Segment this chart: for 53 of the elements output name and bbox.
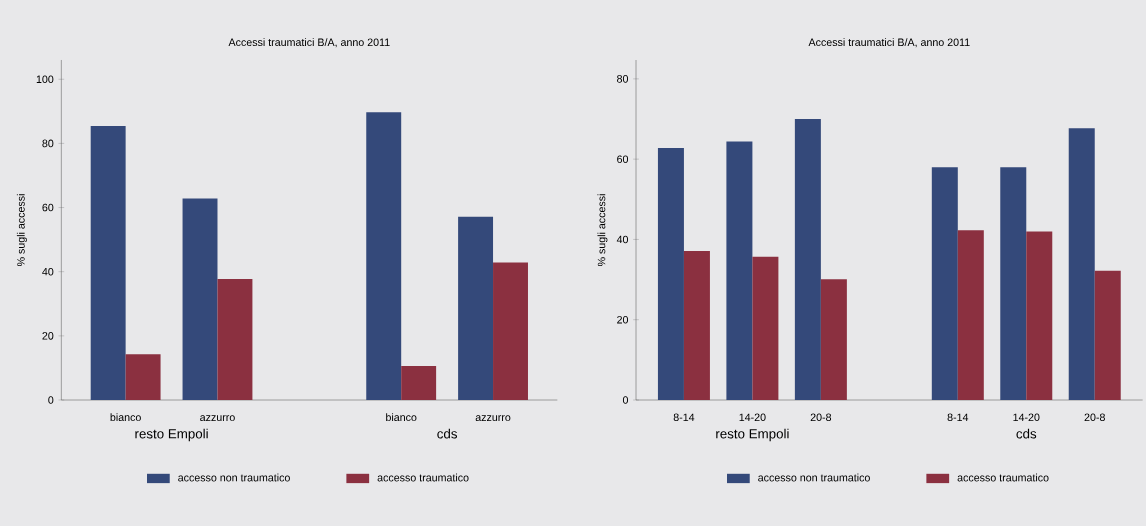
x-tick-label: 8-14 xyxy=(673,413,695,422)
x-tick-label: 20-8 xyxy=(1084,413,1105,422)
x-tick-label: 14-20 xyxy=(1013,413,1040,422)
bar xyxy=(458,216,494,400)
bar xyxy=(1094,270,1121,400)
x-tick-label: azzurro xyxy=(475,415,511,422)
y-tick-label: 60 xyxy=(42,203,54,212)
bar xyxy=(125,354,161,400)
bar xyxy=(1068,128,1095,400)
bar xyxy=(493,262,528,400)
y-tick-label: 40 xyxy=(42,267,54,276)
y-axis-title: % sugli accessi xyxy=(597,194,608,267)
bar xyxy=(794,119,821,400)
bar xyxy=(366,112,402,400)
bar xyxy=(1000,167,1027,400)
bar xyxy=(217,279,253,400)
y-tick-label: 20 xyxy=(617,315,629,324)
bar xyxy=(182,198,218,400)
bar xyxy=(726,141,753,400)
y-tick-label: 0 xyxy=(48,396,54,404)
y-tick-label: 100 xyxy=(36,75,54,84)
legend-label: accesso non traumatico xyxy=(178,473,290,482)
y-tick-label: 40 xyxy=(616,235,629,244)
y-tick-label: 80 xyxy=(617,75,629,83)
bar xyxy=(820,279,847,400)
bar xyxy=(752,256,779,400)
text: resto Empoli xyxy=(716,428,789,442)
text: cds xyxy=(437,428,458,439)
bar xyxy=(683,251,710,400)
legend-label: accesso traumatico xyxy=(957,473,1049,482)
text: cds xyxy=(1016,428,1037,439)
bar xyxy=(401,366,437,400)
x-tick-label: azzurro xyxy=(200,415,235,422)
bar xyxy=(931,167,958,400)
bar xyxy=(957,230,984,400)
chart-title: Accessi traumatici B/A, anno 2011 xyxy=(228,38,390,48)
bar xyxy=(1026,231,1053,400)
x-tick-label: 20-8 xyxy=(810,413,832,422)
x-tick-label: bianco xyxy=(110,413,141,422)
legend-label: accesso non traumatico xyxy=(758,473,870,482)
bar xyxy=(90,126,126,400)
x-tick-label: 14-20 xyxy=(739,413,766,422)
legend-label: accesso traumatico xyxy=(377,473,469,482)
y-tick-label: 0 xyxy=(622,396,629,404)
bar xyxy=(657,147,684,400)
y-tick-label: 20 xyxy=(42,332,54,340)
text: resto Empoli xyxy=(135,428,208,442)
y-tick-label: 80 xyxy=(42,139,54,148)
x-tick-label: bianco xyxy=(386,413,417,422)
x-tick-label: 8-14 xyxy=(947,413,969,422)
chart-title: Accessi traumatici B/A, anno 2011 xyxy=(808,38,970,48)
y-axis-title: % sugli accessi xyxy=(16,194,27,267)
y-tick-label: 60 xyxy=(617,155,629,163)
